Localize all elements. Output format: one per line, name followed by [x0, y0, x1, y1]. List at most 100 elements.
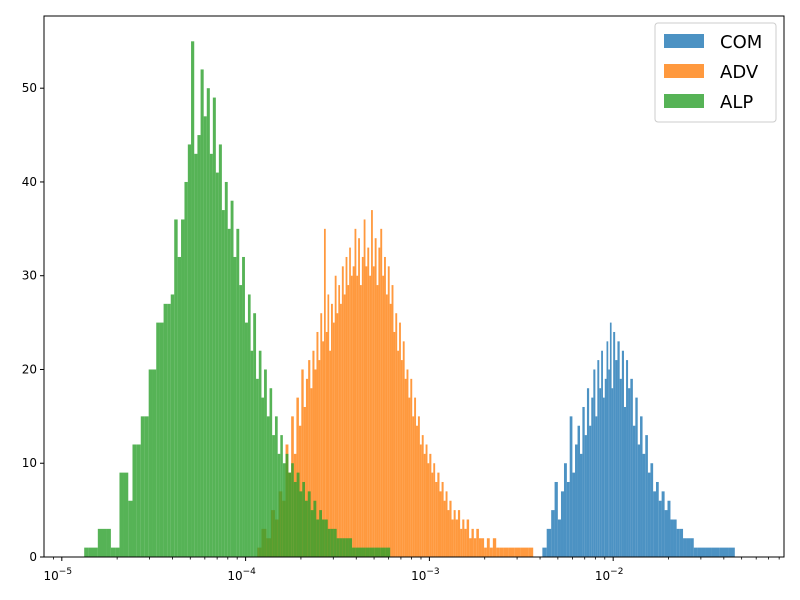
series-alp: [84, 41, 391, 557]
y-tick-label: 30: [22, 269, 37, 283]
histogram-bar: [358, 547, 363, 557]
histogram-bar: [380, 228, 383, 557]
histogram-bar: [282, 463, 286, 557]
histogram-bar: [376, 285, 379, 557]
histogram-bar: [431, 472, 434, 557]
histogram-bar: [586, 388, 590, 557]
histogram-bar: [617, 341, 620, 557]
legend-swatch: [664, 34, 704, 48]
histogram-bar: [591, 397, 594, 557]
histogram-bar: [310, 510, 314, 557]
histogram-bar: [372, 266, 375, 557]
histogram-bar: [635, 397, 638, 557]
histogram-bar: [653, 491, 656, 557]
histogram-bar: [546, 528, 552, 557]
axes-frame: [43, 15, 785, 558]
histogram-bar: [307, 491, 311, 557]
histogram-bar: [667, 500, 671, 557]
x-tick-label: 10−2: [595, 567, 624, 583]
histogram-bar: [387, 266, 390, 557]
histogram-bar: [128, 500, 133, 557]
histogram-bar: [323, 228, 326, 557]
histogram-bar: [393, 331, 396, 557]
histogram-bar: [341, 266, 344, 557]
histogram-bar: [115, 547, 120, 557]
histogram-bar: [355, 547, 359, 557]
legend-label: ALP: [720, 92, 753, 113]
histogram-bar: [132, 444, 137, 557]
histogram-bar: [402, 341, 405, 557]
legend-label: ADV: [720, 62, 759, 83]
histogram-bar: [484, 547, 487, 557]
histogram-bar: [439, 491, 442, 557]
histogram-bar: [316, 519, 320, 557]
histogram-bar: [399, 322, 401, 557]
histogram-bar: [332, 322, 335, 557]
histogram-bar: [325, 331, 328, 557]
histogram-bar: [227, 228, 231, 557]
histogram-bar: [224, 181, 228, 557]
histogram-bar: [170, 294, 175, 557]
histogram-bar: [299, 491, 303, 557]
legend-swatch: [664, 64, 704, 78]
histogram-bar: [621, 350, 624, 557]
histogram-bar: [597, 360, 600, 557]
histogram-bar: [110, 547, 116, 557]
histogram-bar: [365, 266, 368, 557]
histogram-bar: [322, 341, 324, 557]
histogram-bar: [215, 172, 219, 557]
histogram-bar: [385, 294, 388, 557]
histogram-bar: [437, 472, 440, 557]
histogram-bar: [637, 444, 641, 557]
histogram-bar: [312, 350, 315, 557]
histogram-bar: [293, 481, 297, 557]
histogram-bar: [462, 519, 465, 557]
histogram-bar: [460, 528, 463, 557]
histogram-bar: [97, 528, 107, 557]
histogram-bar: [503, 547, 509, 557]
y-tick-label: 20: [22, 362, 37, 376]
histogram-bar: [242, 256, 245, 557]
histogram-bar: [451, 519, 454, 557]
histogram-bar: [221, 210, 225, 557]
histogram-bar: [253, 313, 257, 557]
histogram-bar: [319, 510, 323, 557]
histogram-bar: [367, 247, 370, 557]
histogram-bar: [181, 219, 185, 557]
histogram-bar: [343, 294, 346, 557]
histogram-bar: [384, 256, 386, 557]
histogram-bar: [212, 97, 216, 557]
histogram-bar: [554, 481, 558, 557]
histogram-bar: [566, 481, 570, 557]
x-tick-label: 10−4: [227, 567, 256, 583]
histogram-bar: [329, 350, 331, 557]
histogram-bar: [345, 538, 349, 557]
histogram-bar: [177, 256, 182, 557]
histogram-bar: [471, 528, 474, 557]
histogram-bar: [144, 416, 149, 557]
histogram-bar: [322, 519, 325, 557]
histogram-bar: [302, 481, 305, 557]
histogram-bar: [362, 547, 366, 557]
histogram-bar: [345, 256, 348, 557]
histogram-bar: [427, 463, 430, 557]
histogram-bar: [602, 397, 605, 557]
histogram-bar: [374, 547, 381, 557]
histogram-bar: [572, 472, 576, 557]
y-tick-label: 50: [22, 81, 37, 95]
histogram-bar: [272, 435, 275, 557]
histogram-bar: [301, 369, 304, 557]
histogram-bar: [349, 247, 351, 557]
histogram-bar: [371, 210, 373, 557]
histogram-bar: [560, 491, 564, 557]
histogram-bar: [264, 369, 267, 557]
histogram-bar: [508, 547, 515, 557]
histogram-bar: [455, 519, 458, 557]
histogram-bar: [400, 360, 403, 557]
histogram-bar: [209, 153, 213, 557]
histogram-bar: [369, 275, 372, 557]
histogram-bar: [619, 378, 622, 557]
histogram-bar: [473, 538, 477, 557]
histogram-bar: [123, 472, 129, 557]
histogram-bar: [476, 528, 479, 557]
